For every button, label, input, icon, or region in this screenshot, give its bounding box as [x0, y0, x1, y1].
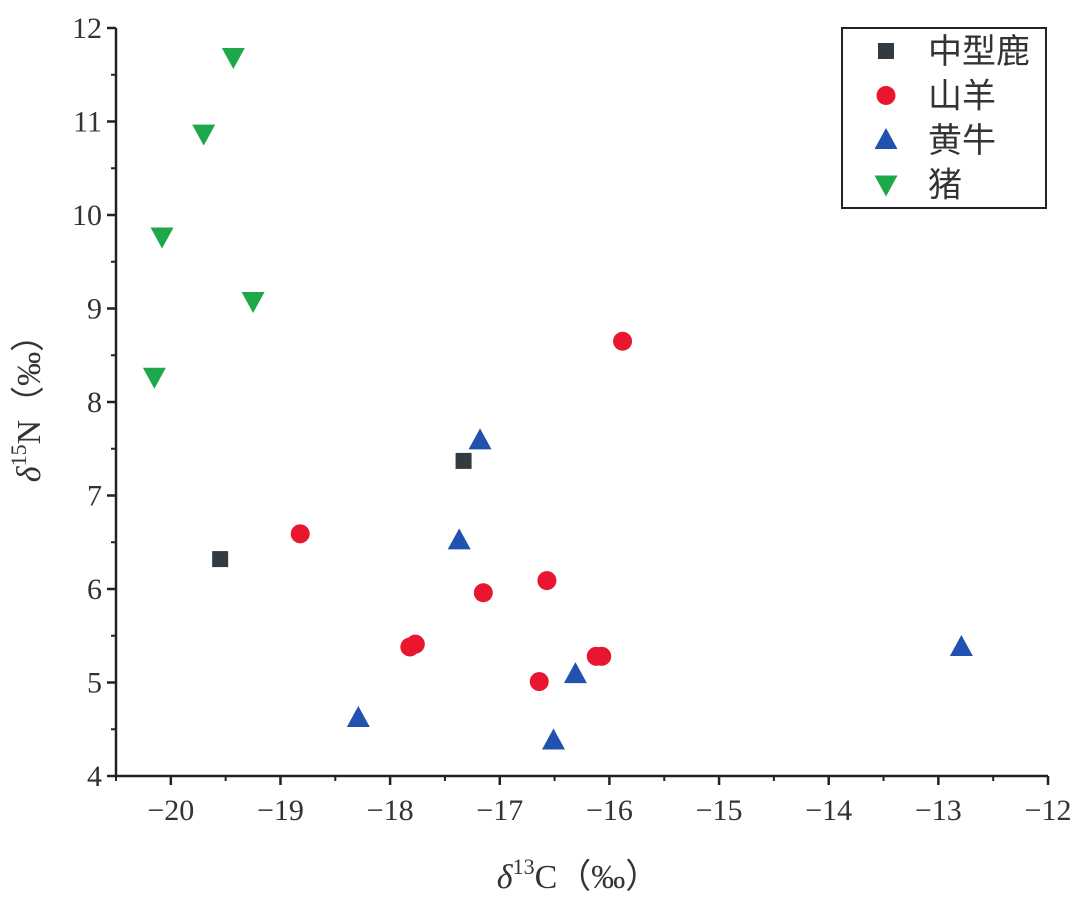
data-points — [142, 47, 973, 750]
y-tick-label: 5 — [87, 667, 102, 700]
data-point-square — [455, 452, 472, 469]
legend-label: 中型鹿 — [928, 32, 1030, 72]
y-tick-label: 7 — [87, 480, 102, 513]
legend-label: 猪 — [928, 166, 962, 206]
legend-item: 猪 — [874, 166, 962, 206]
y-tick-label: 10 — [72, 199, 102, 232]
legend-marker-square — [878, 43, 894, 59]
data-point-circle — [405, 634, 425, 654]
y-axis-label-unit: （‰） — [10, 318, 48, 420]
series-4 — [142, 47, 265, 389]
y-tick-label: 8 — [87, 386, 102, 419]
y-axis-label: δ15N（‰） — [6, 318, 48, 482]
legend-label: 黄牛 — [928, 121, 996, 161]
legend-item: 山羊 — [876, 77, 996, 117]
y-axis-label-element: N — [11, 420, 48, 445]
x-tick-label: −18 — [367, 794, 414, 827]
x-tick-label: −20 — [147, 794, 194, 827]
data-point-circle — [473, 583, 493, 603]
legend-label: 山羊 — [928, 77, 996, 117]
y-axis-label-delta: δ — [11, 465, 48, 482]
x-axis-ticks: −20 −19 −18 −17 −16 −15 −14 −13 −12 — [115, 776, 1072, 827]
data-point-circle — [537, 571, 557, 591]
data-point-triangle-down — [221, 47, 245, 69]
x-tick-label: −16 — [586, 794, 633, 827]
x-axis-label-delta: δ — [497, 859, 514, 896]
x-axis-label: δ13C（‰） — [497, 854, 660, 896]
data-point-triangle-up — [949, 634, 973, 656]
data-point-square — [212, 551, 229, 568]
legend-marker-triangle-up — [874, 128, 898, 149]
x-tick-label: −13 — [915, 794, 962, 827]
x-tick-label: −14 — [805, 794, 852, 827]
data-point-triangle-up — [541, 728, 565, 750]
data-point-circle — [592, 646, 612, 666]
series-2 — [290, 331, 633, 692]
y-tick-label: 11 — [73, 106, 102, 139]
y-axis-ticks: 4 5 6 7 8 9 10 11 12 — [72, 12, 116, 793]
x-tick-label: −17 — [476, 794, 523, 827]
y-tick-label: 6 — [87, 573, 102, 606]
x-tick-label: −12 — [1025, 794, 1072, 827]
legend-item: 黄牛 — [874, 121, 996, 161]
data-point-triangle-up — [346, 706, 370, 728]
data-point-triangle-up — [468, 428, 492, 450]
data-point-circle — [529, 672, 549, 692]
data-point-triangle-up — [563, 662, 587, 684]
series-3 — [346, 428, 973, 750]
y-tick-label: 12 — [72, 12, 102, 45]
legend-marker-triangle-down — [874, 175, 898, 197]
y-tick-label: 4 — [87, 760, 102, 793]
y-axis-label-superscript: 15 — [6, 444, 31, 466]
x-axis-label-superscript: 13 — [513, 854, 535, 879]
x-axis-label-unit: （‰） — [557, 858, 659, 896]
data-point-triangle-up — [447, 528, 471, 550]
data-point-circle — [613, 331, 633, 351]
data-point-circle — [290, 524, 310, 544]
x-axis-label-element: C — [535, 859, 558, 896]
data-point-triangle-down — [192, 124, 216, 146]
y-tick-label: 9 — [87, 293, 102, 326]
data-point-triangle-down — [150, 227, 174, 249]
legend-marker-circle — [876, 86, 896, 105]
series-1 — [212, 452, 472, 568]
legend-item: 中型鹿 — [878, 32, 1030, 72]
x-tick-label: −15 — [696, 794, 743, 827]
data-point-triangle-down — [142, 367, 166, 389]
x-tick-label: −19 — [257, 794, 304, 827]
data-point-triangle-down — [241, 292, 265, 314]
